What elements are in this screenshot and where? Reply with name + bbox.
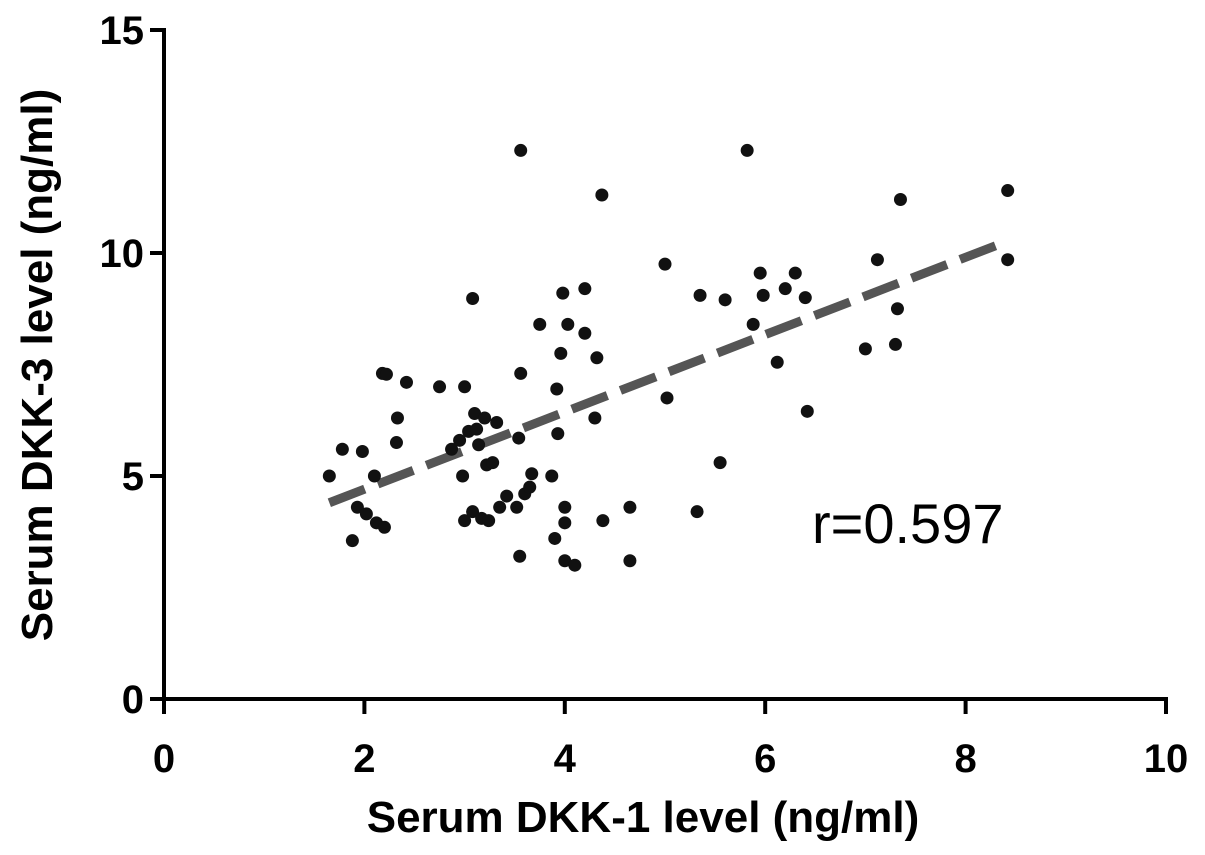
data-point <box>870 253 884 267</box>
y-tick-label: 0 <box>122 678 144 722</box>
x-tick-label: 4 <box>554 737 577 781</box>
x-tick-label: 10 <box>1144 737 1189 781</box>
data-point <box>367 469 381 483</box>
data-point <box>445 442 459 456</box>
data-point <box>756 288 770 302</box>
data-point <box>713 456 727 470</box>
data-point <box>350 500 364 514</box>
data-point <box>458 514 472 528</box>
x-axis-ticks: 0 2 4 6 8 10 <box>153 699 1188 781</box>
y-tick-label: 10 <box>100 232 145 276</box>
correlation-annotation: r=0.597 <box>812 492 1004 555</box>
data-points <box>322 143 1015 572</box>
data-point <box>514 143 528 157</box>
data-point <box>658 257 672 271</box>
data-point <box>466 505 480 519</box>
data-point <box>389 436 403 450</box>
data-point <box>561 317 575 331</box>
data-point <box>548 531 562 545</box>
data-point <box>554 346 568 360</box>
data-point <box>525 467 539 481</box>
y-axis-ticks: 0 5 10 15 <box>100 9 164 722</box>
data-point <box>433 380 447 394</box>
data-point <box>888 337 902 351</box>
data-point <box>770 355 784 369</box>
data-point <box>693 288 707 302</box>
data-point <box>472 438 486 452</box>
data-point <box>458 380 472 394</box>
data-point <box>345 534 359 548</box>
data-point <box>800 404 814 418</box>
data-point <box>523 480 537 494</box>
data-point <box>1001 184 1015 198</box>
data-point <box>390 411 404 425</box>
data-point <box>596 514 610 528</box>
y-tick-label: 5 <box>122 455 144 499</box>
data-point <box>470 422 484 436</box>
y-axis-title-group: Serum DKK-3 level (ng/ml) <box>13 89 62 642</box>
data-point <box>550 382 564 396</box>
data-point <box>466 291 480 305</box>
data-point <box>798 291 812 305</box>
data-point <box>558 516 572 530</box>
data-point <box>740 143 754 157</box>
data-point <box>379 367 393 381</box>
data-point <box>558 554 572 568</box>
data-point <box>588 411 602 425</box>
data-point <box>355 444 369 458</box>
data-point <box>399 375 413 389</box>
data-point <box>377 520 391 534</box>
data-point <box>359 507 373 521</box>
data-point <box>578 282 592 296</box>
data-point <box>568 558 582 572</box>
data-point <box>322 469 336 483</box>
y-axis-title: Serum DKK-3 level (ng/ml) <box>13 89 62 642</box>
data-point <box>746 317 760 331</box>
data-point <box>513 549 527 563</box>
data-point <box>533 317 547 331</box>
data-point <box>482 514 496 528</box>
data-point <box>453 433 467 447</box>
data-point <box>718 293 732 307</box>
x-tick-label: 8 <box>954 737 976 781</box>
data-point <box>623 554 637 568</box>
y-tick-label: 15 <box>100 9 145 53</box>
x-tick-label: 0 <box>153 737 175 781</box>
data-point <box>456 469 470 483</box>
data-point <box>578 326 592 340</box>
data-point <box>590 351 604 365</box>
data-point <box>545 469 559 483</box>
data-point <box>468 407 482 421</box>
data-point <box>335 442 349 456</box>
data-point <box>486 456 500 470</box>
data-point <box>690 505 704 519</box>
data-point <box>890 302 904 316</box>
data-point <box>556 286 570 300</box>
data-point <box>558 500 572 514</box>
data-point <box>1001 253 1015 267</box>
data-point <box>512 431 526 445</box>
data-point <box>478 411 492 425</box>
data-point <box>788 266 802 280</box>
x-axis-title: Serum DKK-1 level (ng/ml) <box>367 793 920 842</box>
data-point <box>514 366 528 380</box>
data-point <box>551 427 565 441</box>
data-point <box>493 500 507 514</box>
data-point <box>510 500 524 514</box>
x-tick-label: 2 <box>353 737 375 781</box>
data-point <box>623 500 637 514</box>
data-point <box>500 489 514 503</box>
data-point <box>893 192 907 206</box>
data-point <box>753 266 767 280</box>
data-point <box>595 188 609 202</box>
x-tick-label: 6 <box>754 737 776 781</box>
data-point <box>858 342 872 356</box>
data-point <box>490 415 504 429</box>
trend-line <box>327 237 1008 507</box>
data-point <box>778 282 792 296</box>
data-point <box>660 391 674 405</box>
